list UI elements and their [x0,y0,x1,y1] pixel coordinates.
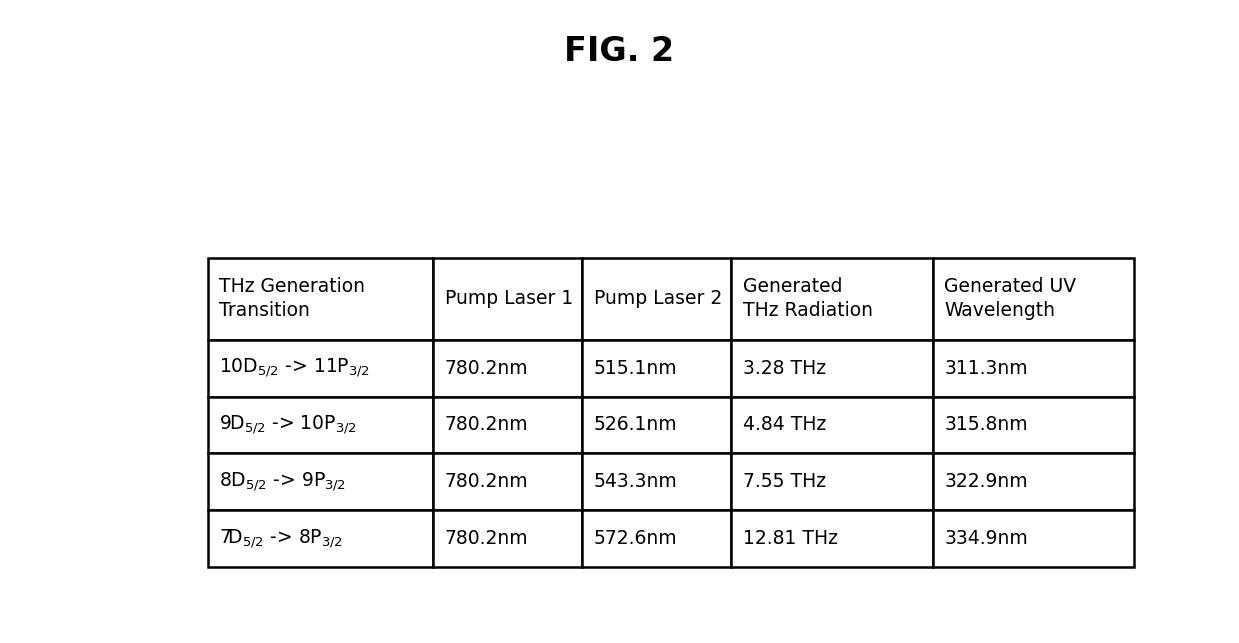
Bar [731,453,933,511]
Bar [933,397,1135,453]
Bar [582,397,731,453]
Text: Generated
THz Radiation: Generated THz Radiation [742,277,872,320]
Text: 322.9nm: 322.9nm [944,473,1028,491]
Bar [208,511,434,567]
Bar [208,258,434,340]
Bar [434,258,582,340]
Bar [582,511,731,567]
Text: 10D$_{5/2}$ -> 11P$_{3/2}$: 10D$_{5/2}$ -> 11P$_{3/2}$ [219,357,370,379]
Bar [434,511,582,567]
Text: 572.6nm: 572.6nm [593,529,678,548]
Text: 315.8nm: 315.8nm [944,415,1028,435]
Bar [731,397,933,453]
Bar [933,511,1135,567]
Bar [933,340,1135,397]
Text: 543.3nm: 543.3nm [593,473,678,491]
Text: 515.1nm: 515.1nm [593,359,678,377]
Bar [933,258,1135,340]
Text: 8D$_{5/2}$ -> 9P$_{3/2}$: 8D$_{5/2}$ -> 9P$_{3/2}$ [219,471,346,493]
Bar [434,340,582,397]
Bar [582,258,731,340]
Text: 7.55 THz: 7.55 THz [742,473,825,491]
Text: FIG. 2: FIG. 2 [565,35,674,68]
Text: 334.9nm: 334.9nm [944,529,1028,548]
Bar [582,340,731,397]
Text: 311.3nm: 311.3nm [944,359,1028,377]
Text: 4.84 THz: 4.84 THz [742,415,825,435]
Text: Pump Laser 1: Pump Laser 1 [445,289,574,308]
Bar [933,453,1135,511]
Text: 780.2nm: 780.2nm [445,529,529,548]
Text: 9D$_{5/2}$ -> 10P$_{3/2}$: 9D$_{5/2}$ -> 10P$_{3/2}$ [219,413,357,437]
Bar [434,453,582,511]
Text: 780.2nm: 780.2nm [445,473,529,491]
Bar [208,397,434,453]
Text: Pump Laser 2: Pump Laser 2 [593,289,722,308]
Text: 526.1nm: 526.1nm [593,415,678,435]
Text: 7D$_{5/2}$ -> 8P$_{3/2}$: 7D$_{5/2}$ -> 8P$_{3/2}$ [219,527,343,550]
Bar [582,453,731,511]
Text: 780.2nm: 780.2nm [445,415,529,435]
Text: Generated UV
Wavelength: Generated UV Wavelength [944,277,1077,320]
Bar [208,453,434,511]
Bar [731,511,933,567]
Text: 780.2nm: 780.2nm [445,359,529,377]
Bar [731,258,933,340]
Bar [208,340,434,397]
Text: 12.81 THz: 12.81 THz [742,529,838,548]
Bar [731,340,933,397]
Text: THz Generation
Transition: THz Generation Transition [219,277,366,320]
Text: 3.28 THz: 3.28 THz [742,359,825,377]
Bar [434,397,582,453]
